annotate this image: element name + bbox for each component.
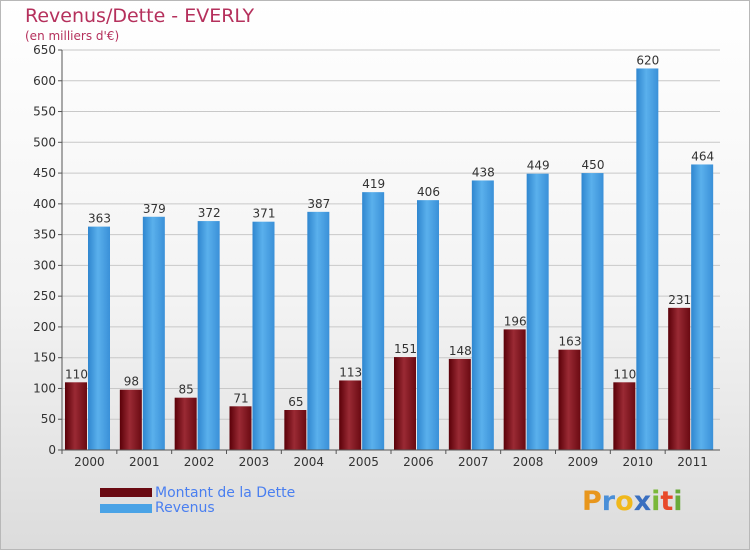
bar-revenus	[526, 173, 549, 450]
bar-revenus	[197, 221, 220, 450]
bar-debt	[174, 397, 197, 450]
logo-letter: r	[601, 486, 616, 517]
data-label-debt: 71	[233, 391, 248, 405]
y-tick-label: 250	[33, 289, 56, 303]
data-label-revenus: 450	[582, 158, 605, 172]
x-tick-label: 2008	[513, 455, 544, 469]
y-tick-label: 50	[41, 412, 56, 426]
y-tick-label: 500	[33, 135, 56, 149]
logo-letter: x	[633, 486, 652, 517]
logo-letter: o	[615, 486, 634, 517]
data-label-revenus: 464	[691, 149, 714, 163]
data-label-revenus: 371	[253, 207, 276, 221]
logo-letter: i	[651, 486, 661, 517]
data-label-debt: 110	[613, 367, 636, 381]
x-tick-label: 2010	[622, 455, 653, 469]
data-label-debt: 110	[65, 367, 88, 381]
proxiti-logo: Proxiti	[582, 486, 683, 517]
y-tick-label: 100	[33, 381, 56, 395]
x-tick-label: 2009	[568, 455, 599, 469]
legend-swatch-debt	[100, 488, 152, 497]
bar-revenus	[252, 221, 275, 450]
chart-title: Revenus/Dette - EVERLY	[25, 5, 255, 27]
x-tick-label: 2004	[293, 455, 324, 469]
bar-debt	[339, 380, 362, 450]
y-tick-label: 0	[48, 443, 56, 457]
bar-revenus	[88, 226, 110, 450]
bar-revenus	[362, 192, 385, 450]
data-label-revenus: 372	[198, 206, 221, 220]
bar-debt	[119, 389, 142, 450]
x-tick-label: 2007	[458, 455, 489, 469]
data-label-debt: 65	[288, 395, 303, 409]
data-label-revenus: 379	[143, 202, 166, 216]
bar-revenus	[417, 200, 439, 450]
bar-debt	[503, 329, 526, 450]
chart-subtitle: (en milliers d'€)	[25, 29, 120, 43]
data-label-debt: 148	[449, 344, 472, 358]
bar-revenus	[636, 68, 659, 450]
data-label-revenus: 449	[527, 159, 550, 173]
data-label-revenus: 620	[636, 53, 659, 67]
y-tick-label: 350	[33, 228, 56, 242]
data-label-debt: 196	[504, 314, 527, 328]
logo-letter: t	[660, 486, 674, 517]
bar-debt	[229, 406, 252, 450]
bar-debt	[558, 349, 581, 450]
bar-revenus	[471, 180, 494, 450]
data-label-debt: 85	[179, 383, 194, 397]
legend-label-debt: Montant de la Dette	[155, 485, 296, 501]
x-tick-label: 2005	[348, 455, 379, 469]
y-tick-label: 450	[33, 166, 56, 180]
y-tick-label: 600	[33, 74, 56, 88]
bar-revenus	[691, 164, 714, 450]
logo-letter: i	[673, 486, 683, 517]
data-label-revenus: 406	[417, 185, 440, 199]
x-tick-label: 2011	[677, 455, 708, 469]
x-tick-label: 2006	[403, 455, 434, 469]
legend-label-revenus: Revenus	[155, 500, 215, 516]
bar-revenus	[307, 211, 330, 450]
x-tick-label: 2002	[184, 455, 215, 469]
bar-debt	[284, 410, 307, 450]
bar-revenus	[142, 216, 165, 450]
bar-debt	[65, 382, 87, 450]
y-tick-label: 300	[33, 258, 56, 272]
data-label-debt: 151	[394, 342, 417, 356]
data-label-debt: 163	[559, 335, 582, 349]
data-label-debt: 113	[339, 365, 362, 379]
y-tick-label: 400	[33, 197, 56, 211]
data-label-debt: 98	[124, 375, 139, 389]
data-label-revenus: 363	[88, 212, 111, 226]
logo-letter: P	[582, 486, 602, 517]
bar-debt	[394, 357, 416, 450]
data-label-debt: 231	[668, 293, 691, 307]
x-tick-label: 2000	[74, 455, 105, 469]
data-label-revenus: 438	[472, 165, 495, 179]
y-tick-label: 650	[33, 43, 56, 57]
bar-revenus	[581, 173, 604, 451]
bar-debt	[668, 307, 691, 450]
y-tick-label: 200	[33, 320, 56, 334]
bar-debt	[448, 358, 471, 450]
x-tick-label: 2003	[239, 455, 270, 469]
data-label-revenus: 419	[362, 177, 385, 191]
bar-debt	[613, 382, 636, 450]
y-tick-label: 550	[33, 105, 56, 119]
data-label-revenus: 387	[307, 197, 330, 211]
y-tick-label: 150	[33, 351, 56, 365]
x-tick-label: 2001	[129, 455, 160, 469]
legend-swatch-revenus	[100, 504, 152, 513]
